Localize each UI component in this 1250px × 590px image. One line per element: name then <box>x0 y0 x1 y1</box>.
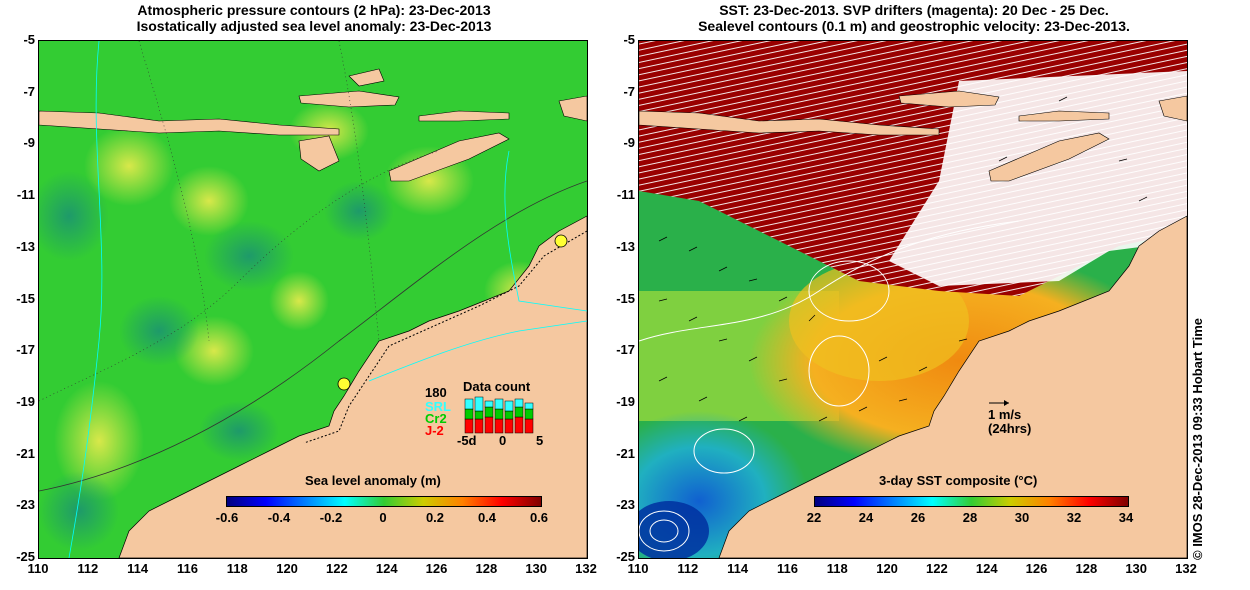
data-count-title: Data count <box>463 379 531 394</box>
sea-level-colorbar-tick: -0.6 <box>215 510 239 525</box>
lat-tick-left: -11 <box>16 187 35 203</box>
lon-tick-right: 118 <box>826 561 848 576</box>
data-count-axis-end: 5 <box>536 433 544 448</box>
satellite-label-srl: SRL <box>425 399 451 414</box>
lon-tick-right: 116 <box>776 561 798 576</box>
sea-level-map-svg <box>39 41 587 558</box>
lat-tick-right: -17 <box>616 342 635 358</box>
lat-tick-right: -9 <box>623 135 635 151</box>
tide-gauge-marker <box>554 234 568 248</box>
sst-colorbar-tick: 28 <box>962 510 978 525</box>
lon-tick-right: 130 <box>1125 561 1148 576</box>
sea-level-colorbar-tick: 0.4 <box>477 510 497 525</box>
lon-tick-right: 110 <box>627 561 649 576</box>
tide-gauge-marker <box>337 377 351 391</box>
sea-level-colorbar-tick: 0 <box>379 510 387 525</box>
right-map-title: SST: 23-Dec-2013. SVP drifters (magenta)… <box>640 2 1188 34</box>
sst-colorbar <box>814 496 1129 507</box>
satellite-label-cr2: Cr2 <box>425 411 447 426</box>
lon-tick-right: 120 <box>876 561 898 576</box>
lat-tick-right: -13 <box>616 238 635 254</box>
data-count-axis-zero: 0 <box>499 433 507 448</box>
lat-tick-right: -23 <box>616 497 635 513</box>
lon-tick-left: 110 <box>27 561 49 576</box>
sst-colorbar-tick: 34 <box>1118 510 1134 525</box>
lat-tick-left: -23 <box>16 497 35 513</box>
imos-credit: © IMOS 28-Dec-2013 09:33 Hobart Time <box>1190 318 1205 560</box>
lat-tick-left: -9 <box>23 135 35 151</box>
satellite-label-j2: J-2 <box>425 423 444 438</box>
left-title-line1: Atmospheric pressure contours (2 hPa): 2… <box>137 2 491 18</box>
velocity-arrows <box>658 96 1148 422</box>
data-count-max-label: 180 <box>425 385 447 400</box>
lon-tick-left: 124 <box>375 561 398 576</box>
lon-tick-left: 118 <box>226 561 248 576</box>
lat-tick-left: -5 <box>23 32 35 47</box>
lon-tick-left: 116 <box>176 561 198 576</box>
lon-tick-left: 132 <box>575 561 597 576</box>
lon-tick-left: 112 <box>77 561 99 576</box>
left-title-line2: Isostatically adjusted sea level anomaly… <box>136 18 492 34</box>
lat-tick-right: -25 <box>616 549 635 564</box>
sst-colorbar-tick: 24 <box>858 510 874 525</box>
right-title-line2: Sealevel contours (0.1 m) and geostrophi… <box>698 18 1130 34</box>
lon-tick-left: 126 <box>425 561 448 576</box>
lon-tick-right: 112 <box>677 561 699 576</box>
lon-tick-left: 114 <box>127 561 149 576</box>
lat-tick-right: -19 <box>616 393 635 409</box>
right-title-line1: SST: 23-Dec-2013. SVP drifters (magenta)… <box>719 2 1109 18</box>
lon-tick-right: 132 <box>1175 561 1197 576</box>
sea-level-colorbar-title: Sea level anomaly (m) <box>305 473 441 488</box>
lon-tick-left: 122 <box>326 561 348 576</box>
data-count-bar-group <box>464 396 534 434</box>
lon-tick-right: 114 <box>727 561 749 576</box>
lat-tick-left: -21 <box>16 445 35 461</box>
sea-level-colorbar-tick: -0.2 <box>319 510 343 525</box>
sea-level-colorbar-tick: 0.2 <box>425 510 445 525</box>
lat-tick-right: -11 <box>616 187 635 203</box>
sea-level-anomaly-map: 180 Data count SRL Cr2 J-2 <box>38 40 588 559</box>
velocity-legend-speed: 1 m/s <box>988 407 1022 422</box>
lon-tick-left: 130 <box>525 561 548 576</box>
lon-tick-right: 126 <box>1025 561 1048 576</box>
sst-colorbar-tick: 32 <box>1066 510 1082 525</box>
lat-tick-right: -5 <box>623 32 635 47</box>
sea-level-colorbar-tick: 0.6 <box>529 510 549 525</box>
sst-colorbar-tick: 22 <box>806 510 822 525</box>
lat-tick-left: -17 <box>16 342 35 358</box>
data-count-axis-start: -5d <box>457 433 477 448</box>
sst-colorbar-tick: 30 <box>1014 510 1030 525</box>
lat-tick-right: -7 <box>623 83 635 99</box>
sst-map-svg <box>639 41 1187 558</box>
sst-map: 1 m/s (24hrs) 3-day SST composite (°C) 2… <box>638 40 1188 559</box>
data-count-bars <box>464 396 534 434</box>
lat-tick-left: -13 <box>16 238 35 254</box>
sst-colorbar-title: 3-day SST composite (°C) <box>879 473 1038 488</box>
sea-level-colorbar-tick: -0.4 <box>267 510 291 525</box>
sea-level-colorbar <box>226 496 542 507</box>
lon-tick-left: 128 <box>475 561 498 576</box>
lon-tick-right: 124 <box>975 561 998 576</box>
lat-tick-left: -25 <box>16 549 35 564</box>
lat-tick-right: -15 <box>616 290 635 306</box>
lon-tick-right: 122 <box>926 561 948 576</box>
lat-tick-left: -7 <box>23 83 35 99</box>
lat-tick-right: -21 <box>616 445 635 461</box>
velocity-legend-duration: (24hrs) <box>988 421 1032 436</box>
lat-tick-left: -19 <box>16 393 35 409</box>
lon-tick-left: 120 <box>276 561 298 576</box>
lat-tick-left: -15 <box>16 290 35 306</box>
left-map-title: Atmospheric pressure contours (2 hPa): 2… <box>40 2 588 34</box>
sst-colorbar-tick: 26 <box>910 510 926 525</box>
lon-tick-right: 128 <box>1075 561 1098 576</box>
